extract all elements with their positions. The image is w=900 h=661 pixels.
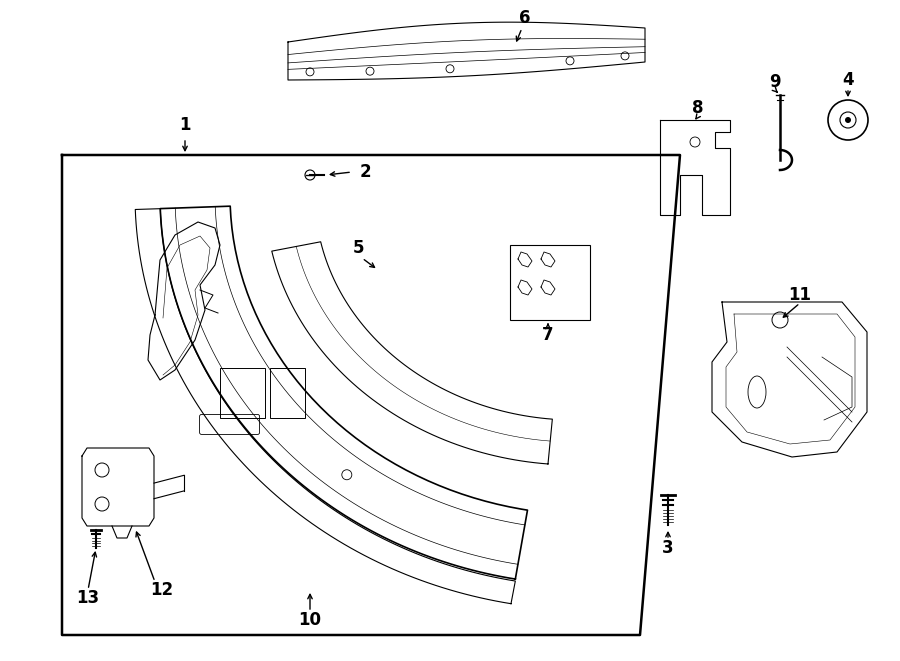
Text: 13: 13 (76, 589, 100, 607)
Text: 12: 12 (150, 581, 174, 599)
Text: 7: 7 (542, 326, 554, 344)
Text: 8: 8 (692, 99, 704, 117)
Circle shape (845, 117, 851, 123)
Text: 1: 1 (179, 116, 191, 134)
Text: 5: 5 (352, 239, 364, 257)
Text: 10: 10 (299, 611, 321, 629)
Text: 6: 6 (519, 9, 531, 27)
Text: 4: 4 (842, 71, 854, 89)
Text: 11: 11 (788, 286, 812, 304)
Text: 9: 9 (770, 73, 781, 91)
Text: 3: 3 (662, 539, 674, 557)
Text: 2: 2 (359, 163, 371, 181)
